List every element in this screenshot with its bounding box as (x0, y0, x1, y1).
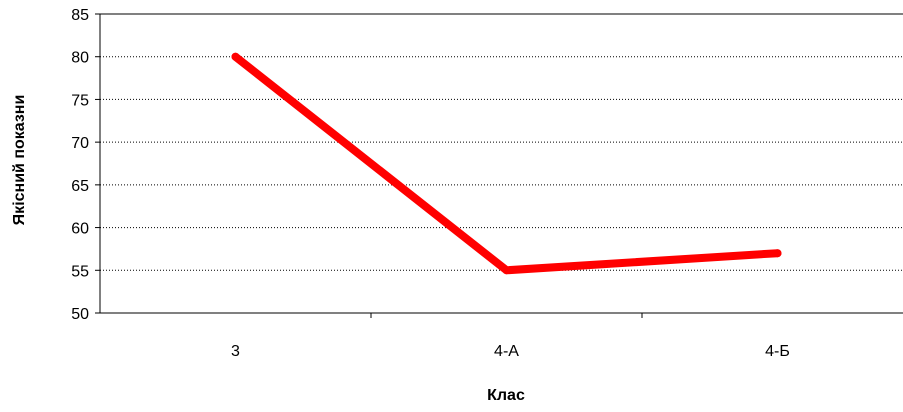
x-tick-label: 4-Б (765, 343, 790, 360)
y-tick-label: 75 (71, 92, 89, 109)
x-tick-label: 4-А (494, 343, 519, 360)
y-tick-label: 80 (71, 50, 89, 67)
x-tick-labels: 3 4-А 4-Б (231, 313, 790, 360)
y-tick-label: 65 (71, 178, 89, 195)
y-tick-label: 50 (71, 306, 89, 323)
y-tick-label: 60 (71, 221, 89, 238)
data-point (502, 266, 511, 275)
y-tick-label: 85 (71, 7, 89, 24)
data-point (231, 52, 240, 61)
x-axis-title: Клас (487, 387, 525, 404)
x-tick-label: 3 (231, 343, 240, 360)
series-layer (231, 52, 782, 275)
y-tick-label: 70 (71, 135, 89, 152)
gridlines (100, 56, 903, 271)
y-axis-title: Якісний показни (11, 95, 28, 226)
y-tick-labels: 50 55 60 65 70 75 80 85 (71, 7, 100, 323)
series-line (231, 52, 782, 275)
data-point (773, 249, 782, 258)
y-tick-label: 55 (71, 263, 89, 280)
plot-area (99, 13, 903, 314)
